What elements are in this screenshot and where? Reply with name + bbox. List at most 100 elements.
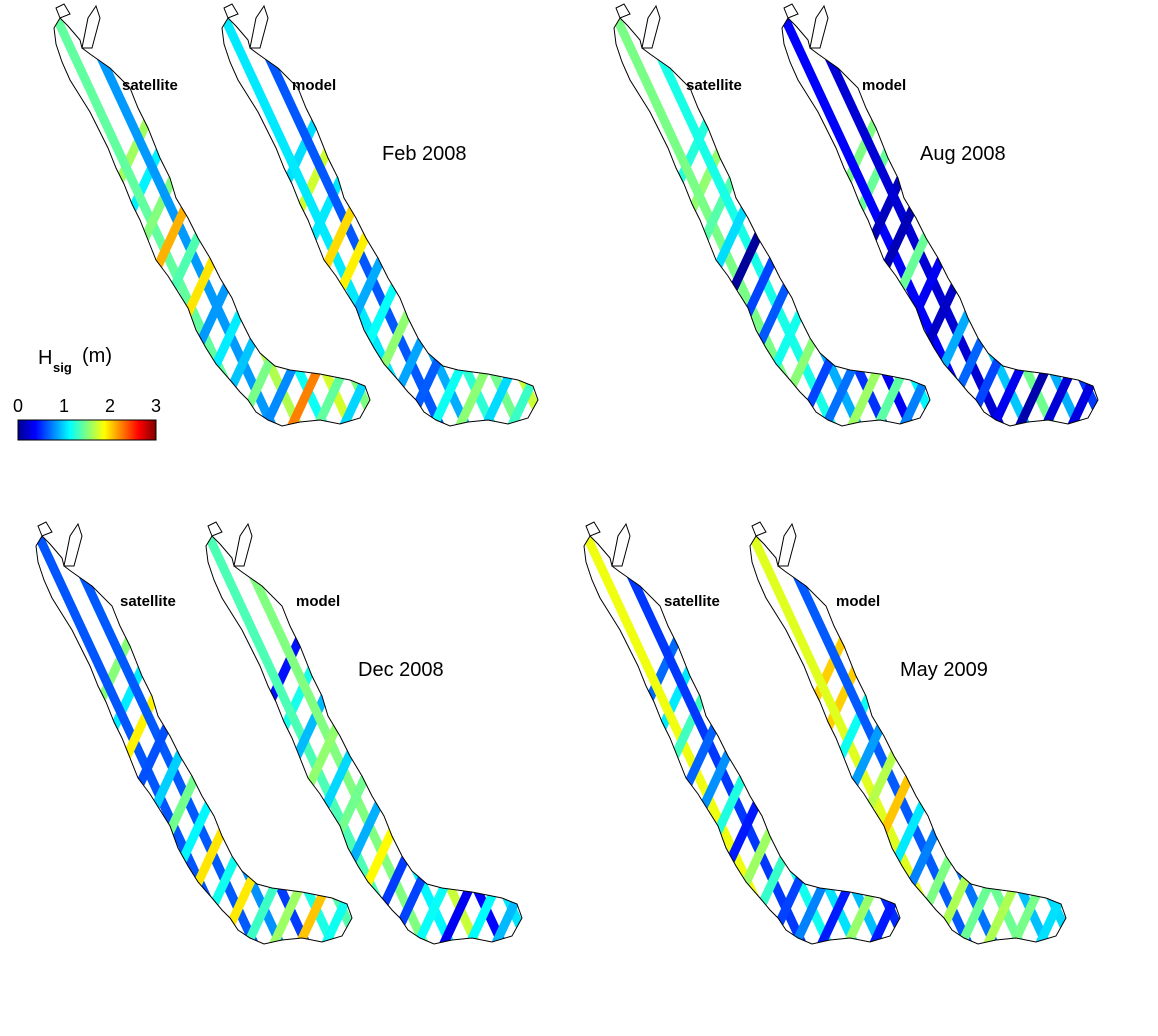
track-segment	[36, 536, 213, 944]
track-segment	[584, 536, 735, 944]
track-segment	[614, 18, 765, 426]
track-segment	[879, 18, 1089, 426]
track-segment	[397, 18, 538, 426]
track-segment	[733, 536, 900, 944]
track-segment	[568, 526, 768, 956]
date-label: Aug 2008	[920, 143, 1006, 165]
track-segment	[1029, 536, 1066, 944]
panel-aug-2008: satellite model Aug 2008	[613, 3, 1158, 438]
track-segment	[920, 526, 1120, 956]
track-segment	[847, 536, 1057, 944]
track-segment	[584, 536, 761, 944]
map-satellite-aug-2008	[613, 3, 931, 427]
track-segment	[501, 18, 538, 426]
model-label: model	[296, 593, 340, 610]
track-segment	[977, 536, 1066, 944]
date-label: May 2009	[900, 659, 988, 681]
date-label: Dec 2008	[358, 659, 444, 681]
track-segment	[711, 18, 921, 426]
track-segment	[303, 536, 513, 944]
track-segment	[485, 536, 522, 944]
track-segment	[707, 536, 900, 944]
track-segment	[899, 536, 1066, 944]
track-segment	[1112, 526, 1158, 956]
track-segment	[125, 18, 335, 426]
track-segment	[763, 18, 930, 426]
track-segment	[277, 536, 487, 944]
panel-dec-2008: satellite model Dec 2008	[35, 521, 768, 956]
panel-feb-2008: satellite model Feb 2008	[53, 3, 784, 438]
track-segment	[1144, 8, 1158, 438]
satellite-tracks	[782, 8, 1158, 438]
track-segment	[303, 536, 513, 944]
track-segment	[655, 536, 865, 944]
track-segment	[527, 18, 538, 426]
track-segment	[1086, 526, 1158, 956]
track-segment	[1087, 18, 1098, 426]
track-segment	[501, 18, 538, 426]
track-segment	[293, 18, 503, 426]
track-segment	[614, 18, 765, 426]
track-segment	[345, 18, 538, 426]
track-segment	[685, 18, 895, 426]
colorbar-tick-label: 1	[59, 396, 69, 416]
track-segment	[319, 18, 529, 426]
colorbar-bar	[17, 419, 157, 441]
track-segment	[847, 536, 1057, 944]
track-segment	[1055, 536, 1066, 944]
track-segment	[584, 536, 761, 944]
map-panels: satellite model Feb 2008 satellite model Aug …	[35, 3, 1158, 956]
model-label: model	[292, 77, 336, 94]
track-segment	[475, 18, 538, 426]
track-segment	[371, 18, 538, 426]
satellite-tracks	[614, 18, 930, 426]
track-segment	[107, 536, 317, 944]
track-segment	[905, 18, 1098, 426]
colorbar-ticks: 0 1 2 3	[13, 396, 161, 416]
track-segment	[568, 526, 768, 956]
track-segment	[957, 18, 1098, 426]
track-segment	[584, 8, 784, 438]
track-segment	[558, 8, 758, 438]
track-segment	[329, 536, 522, 944]
track-segment	[1061, 18, 1098, 426]
track-segment	[485, 536, 522, 944]
track-segment	[1035, 18, 1098, 426]
colorbar-tick-label: 0	[13, 396, 23, 416]
track-segment	[1138, 526, 1158, 956]
track-segment	[423, 18, 538, 426]
track-segment	[1055, 536, 1066, 944]
track-segment	[946, 526, 1146, 956]
track-segment	[1118, 8, 1158, 438]
model-label: model	[836, 593, 880, 610]
track-segment	[925, 536, 1066, 944]
colorbar: H sig (m) 0 1 2 3	[13, 345, 161, 441]
track-segment	[821, 536, 1031, 944]
track-segment	[151, 18, 361, 426]
colorbar-title-unit: (m)	[82, 345, 112, 367]
track-segment	[185, 536, 352, 944]
track-segment	[1035, 18, 1098, 426]
track-segment	[873, 536, 1066, 944]
satellite-label: satellite	[120, 593, 176, 610]
track-segment	[1061, 18, 1098, 426]
track-segment	[920, 526, 1120, 956]
track-segment	[614, 18, 791, 426]
track-segment	[905, 18, 1098, 426]
track-segment	[584, 536, 735, 944]
track-segment	[355, 536, 522, 944]
track-segment	[203, 18, 370, 426]
track-segment	[931, 18, 1098, 426]
track-segment	[558, 8, 758, 438]
model-label: model	[862, 77, 906, 94]
track-segment	[951, 536, 1066, 944]
track-segment	[1112, 526, 1158, 956]
satellite-tracks	[36, 536, 352, 944]
track-segment	[381, 536, 522, 944]
track-segment	[873, 536, 1066, 944]
track-segment	[879, 18, 1089, 426]
satellite-label: satellite	[122, 77, 178, 94]
track-segment	[407, 536, 522, 944]
track-segment	[151, 18, 361, 426]
